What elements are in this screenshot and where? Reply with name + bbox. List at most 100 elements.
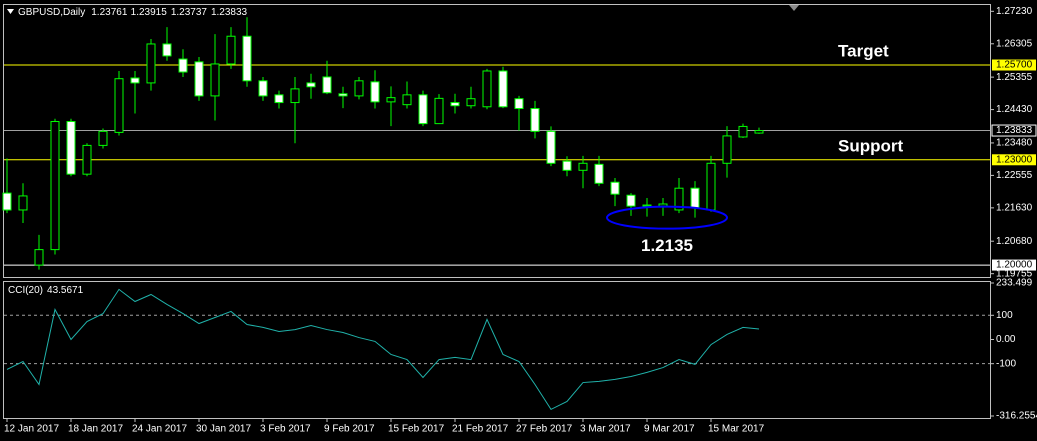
candle-body: [66, 121, 76, 175]
candle-body: [642, 204, 652, 207]
candle-body: [290, 88, 300, 104]
x-tick-label: 15 Feb 2017: [388, 424, 445, 435]
candle-body: [482, 70, 492, 108]
y-tick-label: 0.00: [996, 334, 1016, 345]
candle-body: [610, 181, 620, 195]
y-tick-label: 100: [996, 310, 1013, 321]
candle-body: [194, 61, 204, 97]
y-tick-label: 1.21630: [996, 202, 1033, 213]
candle-body: [274, 94, 284, 104]
indicator-name: CCI(20): [8, 285, 43, 296]
close-price: 1.23833: [211, 7, 248, 18]
candle-body: [546, 130, 556, 164]
candle-body: [146, 43, 156, 84]
candle-body: [690, 187, 700, 209]
level-label-box: [992, 154, 1036, 166]
candle-body: [338, 93, 348, 97]
high-price: 1.23915: [131, 7, 168, 18]
y-tick-label: 1.26305: [996, 38, 1033, 49]
y-tick-label: -316.2554: [996, 411, 1037, 422]
x-tick-label: 18 Jan 2017: [68, 424, 123, 435]
candle-body: [226, 35, 236, 65]
candle-body: [434, 97, 444, 125]
low-annotation: 1.2135: [641, 236, 693, 255]
candle-body: [722, 135, 732, 164]
candle-body: [306, 82, 316, 88]
y-tick-label: 1.25355: [996, 72, 1033, 83]
x-tick-label: 27 Feb 2017: [516, 424, 573, 435]
candle-body: [322, 76, 332, 94]
y-tick-label: 1.22555: [996, 170, 1033, 181]
candle-body: [754, 130, 764, 134]
chart-header: GBPUSD,Daily 1.23761 1.23915 1.23737 1.23833: [18, 7, 248, 18]
candle-body: [82, 144, 92, 175]
candle-body: [706, 162, 716, 211]
x-tick-label: 3 Feb 2017: [260, 424, 311, 435]
bid-label-box: [991, 124, 1037, 137]
candle-body: [594, 163, 604, 184]
level-annotation: Target: [838, 41, 889, 60]
y-tick-label: 1.23480: [996, 138, 1033, 149]
candle-body: [258, 80, 268, 97]
x-tick-label: 30 Jan 2017: [196, 424, 251, 435]
candle-body: [562, 160, 572, 171]
indicator-value: 43.5671: [47, 285, 84, 296]
y-tick-label: 233.499: [996, 278, 1033, 289]
level-annotation: Support: [838, 136, 903, 155]
candle-body: [50, 121, 60, 251]
candle-body: [530, 108, 540, 132]
level-label-box: [992, 59, 1036, 71]
x-tick-label: 9 Feb 2017: [324, 424, 375, 435]
low-price: 1.23737: [171, 7, 208, 18]
cci-header: CCI(20) 43.5671: [8, 285, 84, 296]
level-label: 1.25700: [996, 60, 1033, 71]
candle-body: [466, 98, 476, 107]
candle-body: [450, 102, 460, 107]
candle-body: [498, 70, 508, 108]
x-tick-label: 21 Feb 2017: [452, 424, 509, 435]
x-tick-label: 24 Jan 2017: [132, 424, 187, 435]
candle-body: [210, 63, 220, 97]
level-label: 1.23000: [996, 154, 1033, 165]
y-tick-label: 1.20680: [996, 236, 1033, 247]
menu-arrow: [7, 9, 14, 14]
candle-body: [130, 77, 140, 84]
shift-marker: [789, 5, 799, 11]
open-price: 1.23761: [91, 7, 128, 18]
x-tick-label: 9 Mar 2017: [644, 424, 695, 435]
candle-body: [674, 187, 684, 211]
candle-body: [386, 97, 396, 103]
candle-body: [242, 35, 252, 82]
candle-body: [2, 192, 12, 211]
x-tick-label: 3 Mar 2017: [580, 424, 631, 435]
candle-body: [418, 94, 428, 125]
y-tick-label: -100: [996, 358, 1016, 369]
symbol: GBPUSD,Daily: [18, 7, 85, 18]
x-tick-label: 15 Mar 2017: [708, 424, 765, 435]
main-panel: [3, 4, 991, 278]
y-tick-label: 1.27230: [996, 6, 1033, 17]
candle-body: [18, 195, 28, 211]
candle-body: [34, 249, 44, 266]
candle-body: [402, 94, 412, 106]
level-label: 1.20000: [996, 260, 1033, 271]
candle-body: [370, 81, 380, 103]
candle-body: [98, 130, 108, 146]
cci-panel: [3, 281, 991, 419]
candle-body: [738, 125, 748, 138]
candle-body: [578, 162, 588, 171]
candle-body: [514, 98, 524, 110]
low-marker: [606, 205, 728, 230]
bid-label: 1.23833: [996, 125, 1033, 136]
level-label-box: [992, 259, 1036, 271]
candle-body: [178, 58, 188, 73]
candle-body: [354, 80, 364, 97]
y-tick-label: 1.24430: [996, 104, 1033, 115]
candle-body: [626, 194, 636, 207]
cci-line: [6, 288, 760, 411]
candle-body: [162, 43, 172, 57]
y-tick-label: 1.19755: [996, 268, 1033, 279]
candle-body: [114, 78, 124, 133]
